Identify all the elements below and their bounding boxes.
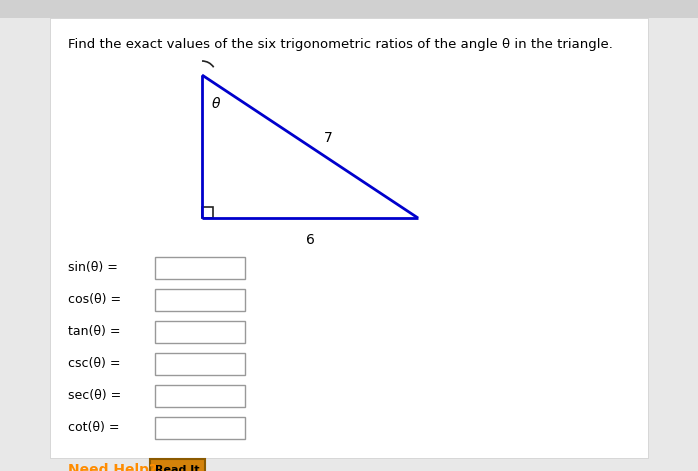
Bar: [155, 257, 245, 279]
Bar: [202, 207, 213, 218]
Text: Find the exact values of the six trigonometric ratios of the angle θ in the tria: Find the exact values of the six trigono…: [68, 38, 613, 51]
Text: Need Help?: Need Help?: [68, 463, 157, 471]
Bar: [155, 353, 245, 375]
Text: tan(θ) =: tan(θ) =: [68, 325, 121, 339]
Bar: [0, 0, 698, 18]
Bar: [155, 385, 245, 407]
Bar: [155, 321, 245, 343]
Bar: [155, 417, 245, 439]
Text: csc(θ) =: csc(θ) =: [68, 357, 121, 371]
Text: cot(θ) =: cot(θ) =: [68, 422, 119, 435]
Bar: [50, 18, 648, 458]
Text: θ: θ: [212, 97, 221, 111]
Text: 7: 7: [324, 131, 332, 146]
Text: 6: 6: [306, 233, 314, 247]
Text: sec(θ) =: sec(θ) =: [68, 390, 121, 403]
Text: cos(θ) =: cos(θ) =: [68, 293, 121, 307]
FancyBboxPatch shape: [150, 459, 205, 471]
Bar: [155, 289, 245, 311]
Text: Read It: Read It: [155, 465, 200, 471]
Text: sin(θ) =: sin(θ) =: [68, 261, 118, 275]
